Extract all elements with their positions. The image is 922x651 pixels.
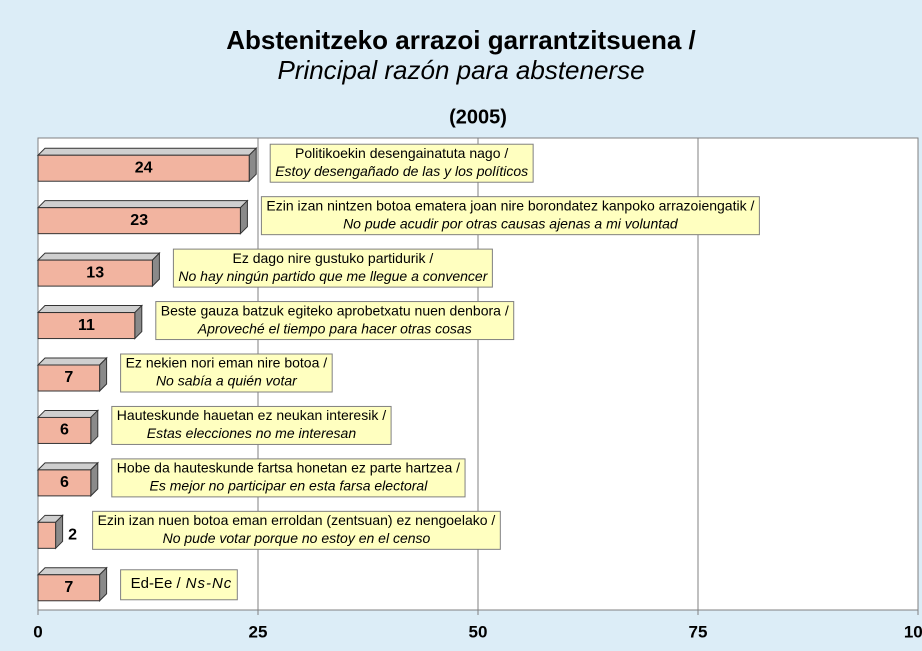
value-label: 23 (130, 212, 148, 229)
category-text-eu: Ez nekien nori eman nire botoa / (126, 355, 328, 371)
bar-top (36, 357, 108, 366)
bar (37, 469, 92, 497)
bar (37, 416, 92, 444)
category-text-eu: Beste gauza batzuk egiteko aprobetxatu n… (161, 302, 509, 318)
label-box (172, 248, 493, 288)
x-tick-label: 100 (904, 622, 922, 641)
category-label: Ez dago nire gustuko partidurik / No hay … (172, 248, 493, 288)
category-text-eu: Hobe da hauteskunde fartsa honetan ez pa… (117, 460, 460, 476)
category-text-es: No sabía a quién votar (156, 373, 298, 389)
category-text-es: Estoy desengañado de las y los políticos (275, 163, 528, 179)
x-tick-label: 75 (689, 622, 708, 641)
category-label: Ez nekien nori eman nire botoa / No sabía… (120, 353, 333, 393)
category-label: Beste gauza batzuk egiteko aprobetxatu n… (155, 301, 515, 341)
category-label: Ezin izan nintzen botoa ematera joan nir… (260, 196, 760, 236)
category-label: Hauteskunde hauetan ez neukan interesik … (111, 405, 392, 445)
category-label: Ed-Ee / Ns-Nc (120, 569, 238, 601)
category-label: Ezin izan nuen botoa eman erroldan (zent… (92, 510, 501, 550)
category-text-es: No pude votar porque no estoy en el cens… (163, 530, 431, 546)
category-text-eu: Ezin izan nuen botoa eman erroldan (zent… (98, 512, 496, 528)
category-text-es: No hay ningún partido que me llegue a co… (178, 268, 488, 284)
bar-top (36, 567, 108, 576)
chart-title: Abstenitzeko arrazoi garrantzitsuena / (226, 25, 696, 55)
bar-top (36, 305, 144, 314)
category-text-es: Aproveché el tiempo para hacer otras cos… (197, 320, 472, 336)
bar (37, 364, 101, 392)
bar (37, 259, 153, 287)
bar (37, 521, 57, 549)
value-label: 7 (64, 579, 73, 596)
bar (37, 207, 241, 235)
label-box (92, 510, 501, 550)
category-text-es: No pude acudir por otras causas ajenas a… (343, 215, 679, 231)
category-text-es: Estas elecciones no me interesan (147, 425, 357, 441)
year-label: (2005) (449, 106, 507, 128)
value-label: 6 (60, 422, 69, 439)
category-label: Hobe da hauteskunde fartsa honetan ez pa… (111, 458, 466, 498)
category-text-eu: Politikoekin desengainatuta nago / (295, 145, 508, 161)
label-box (155, 301, 515, 341)
category-label: Politikoekin desengainatuta nago / Estoy … (269, 143, 534, 183)
label-box (120, 353, 333, 393)
label-box (111, 458, 466, 498)
bar-top (36, 200, 249, 209)
bar-top (36, 252, 161, 261)
value-label: 2 (68, 527, 77, 544)
value-label: 13 (86, 264, 104, 281)
category-text-es: Ns-Nc (186, 575, 233, 592)
category-text-eu: Ed-Ee / (131, 575, 182, 592)
bar-top (36, 409, 100, 418)
label-box (269, 143, 534, 183)
bar-top (36, 147, 258, 156)
bar (37, 312, 136, 340)
value-label: 11 (78, 317, 95, 334)
label-box (260, 196, 760, 236)
value-label: 6 (60, 474, 69, 491)
category-text: Ed-Ee / Ns-Nc (131, 575, 233, 592)
value-label: 7 (64, 369, 73, 386)
chart-subtitle: Principal razón para abstenerse (277, 55, 644, 85)
bar-top (36, 462, 100, 471)
x-tick-label: 25 (249, 622, 268, 641)
bar (37, 154, 250, 182)
label-box (111, 405, 392, 445)
category-text-eu: Ezin izan nintzen botoa ematera joan nir… (266, 197, 754, 213)
category-text-es: Es mejor no participar en esta farsa ele… (150, 478, 429, 494)
value-label: 24 (135, 159, 153, 176)
bar (37, 574, 101, 602)
category-text-eu: Ez dago nire gustuko partidurik / (233, 250, 434, 266)
category-text-eu: Hauteskunde hauetan ez neukan interesik … (117, 407, 386, 423)
x-tick-label: 50 (469, 622, 488, 641)
label-box (120, 569, 238, 601)
x-tick-label: 0 (33, 622, 42, 641)
